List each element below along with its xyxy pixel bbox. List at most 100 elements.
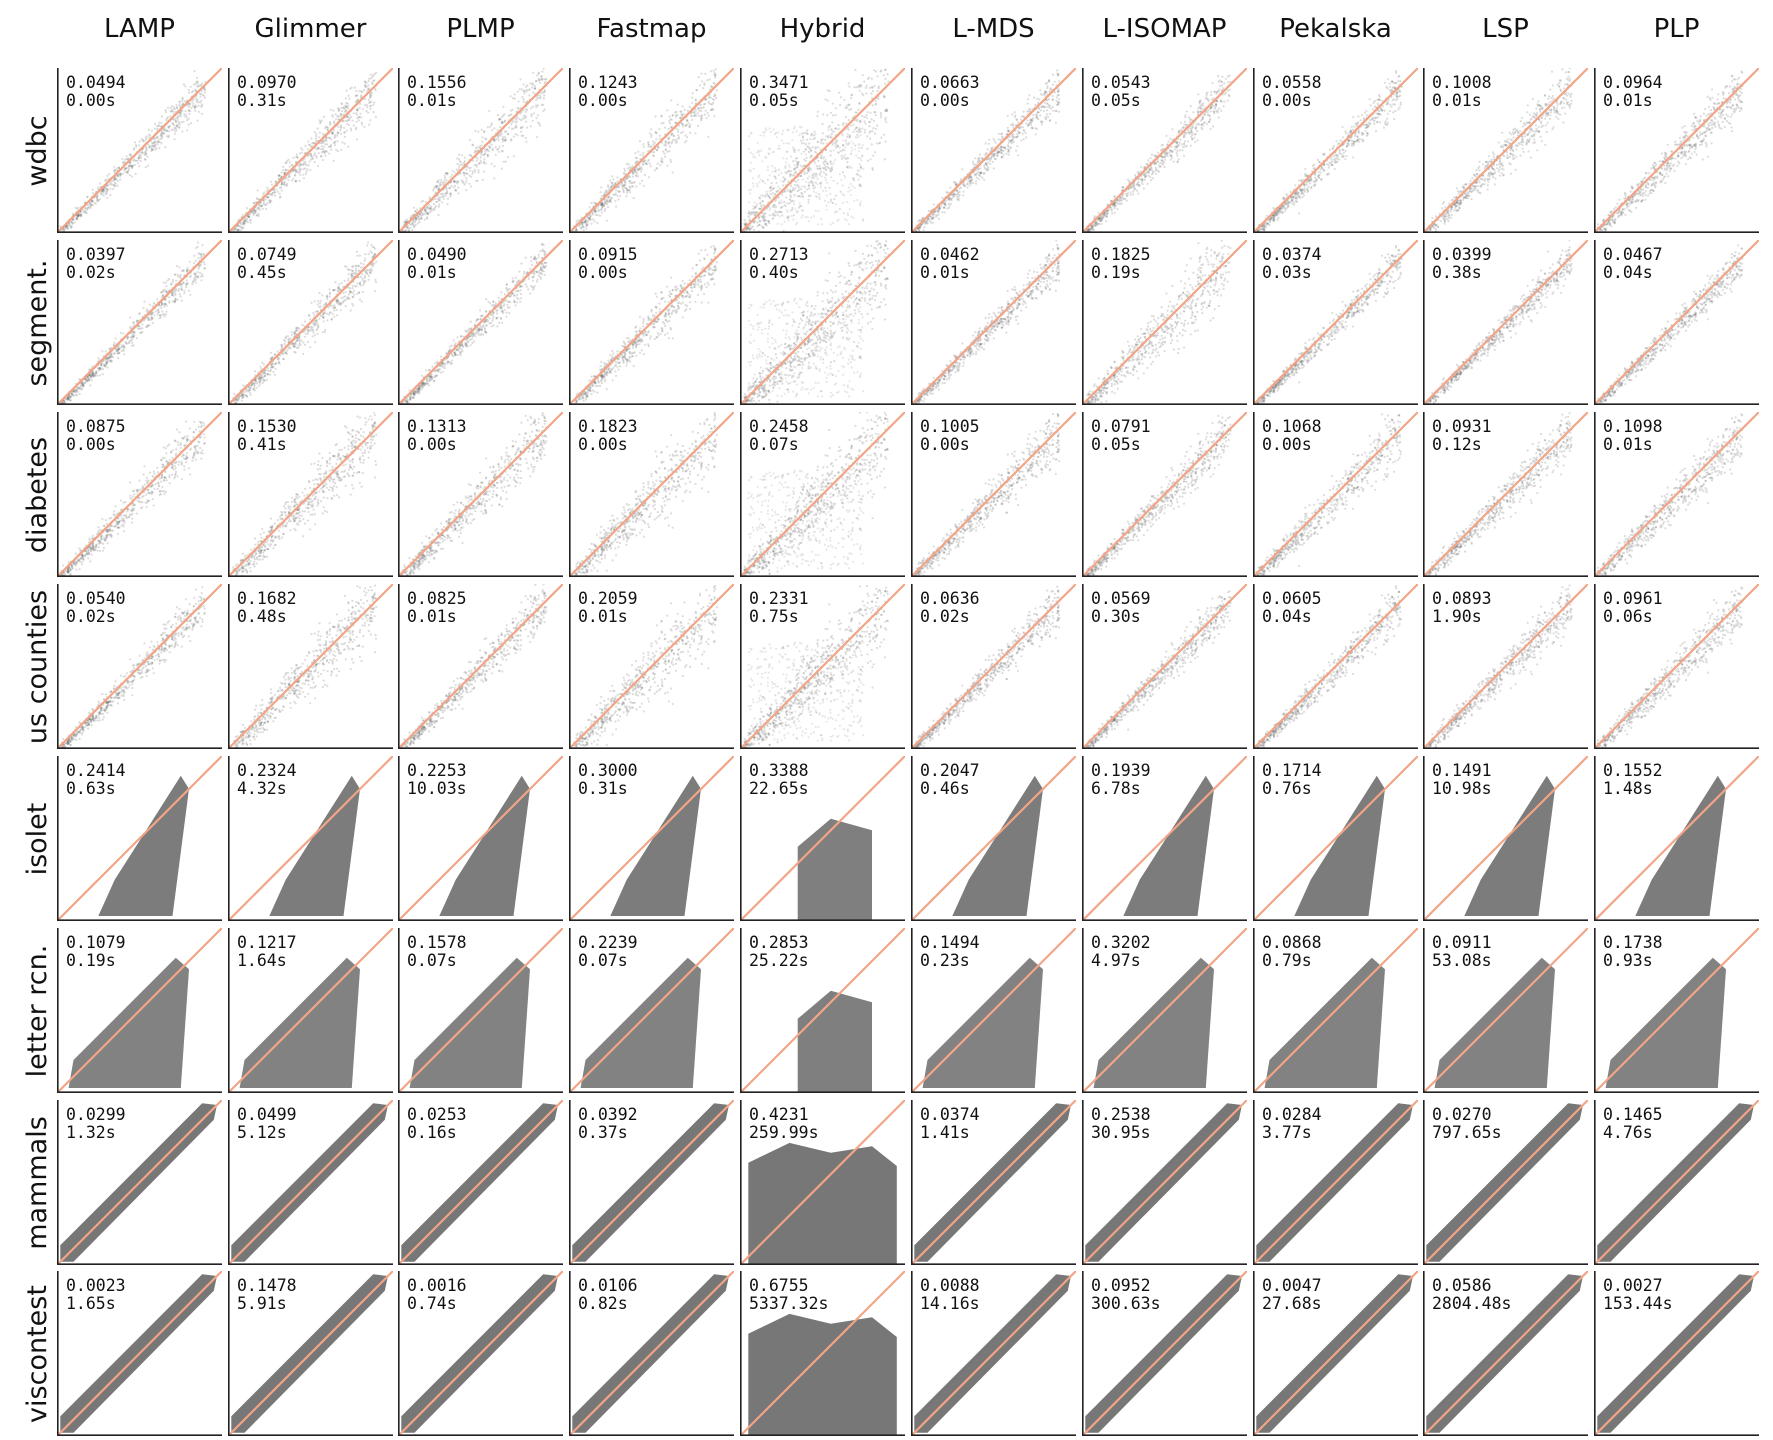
point xyxy=(702,87,705,90)
point xyxy=(480,144,483,147)
point xyxy=(670,132,674,136)
point xyxy=(271,194,274,197)
point xyxy=(785,208,788,211)
point xyxy=(1099,220,1102,223)
point xyxy=(607,195,610,199)
point xyxy=(1132,190,1135,193)
point xyxy=(468,139,472,142)
point xyxy=(1189,118,1192,121)
point xyxy=(849,193,852,196)
point xyxy=(1028,108,1032,112)
scatter-plot xyxy=(228,68,393,233)
point xyxy=(524,136,527,140)
point xyxy=(1015,136,1018,139)
point xyxy=(364,83,367,86)
point xyxy=(707,114,710,117)
point xyxy=(248,213,251,216)
point xyxy=(510,123,513,126)
point xyxy=(1157,151,1160,154)
point xyxy=(599,203,603,207)
point xyxy=(483,148,486,151)
point xyxy=(597,210,600,213)
point xyxy=(310,155,313,158)
point xyxy=(404,221,407,224)
point xyxy=(343,135,346,138)
point xyxy=(809,168,813,171)
point xyxy=(1184,140,1187,143)
point xyxy=(292,168,295,172)
point xyxy=(788,166,791,169)
point xyxy=(490,122,493,125)
point xyxy=(511,121,514,124)
point xyxy=(1118,199,1121,202)
point xyxy=(748,212,751,215)
point xyxy=(426,212,429,216)
point xyxy=(830,176,833,179)
point xyxy=(1207,98,1210,101)
point xyxy=(150,148,154,151)
point xyxy=(622,184,625,187)
point xyxy=(781,132,784,135)
point xyxy=(1004,147,1007,151)
point xyxy=(505,130,508,133)
point xyxy=(943,203,946,206)
point xyxy=(749,224,752,227)
point xyxy=(362,89,366,92)
point xyxy=(454,184,457,187)
point xyxy=(339,115,342,118)
point xyxy=(834,210,837,213)
point xyxy=(1087,228,1090,231)
point xyxy=(504,136,507,139)
point xyxy=(972,160,975,163)
point xyxy=(760,206,764,209)
point xyxy=(173,132,176,135)
point xyxy=(625,189,628,192)
point xyxy=(502,160,505,163)
point xyxy=(758,181,761,184)
point xyxy=(1172,160,1175,163)
point xyxy=(137,162,140,165)
point xyxy=(636,172,639,175)
point xyxy=(825,142,828,145)
point xyxy=(197,101,200,104)
point xyxy=(145,138,148,141)
point xyxy=(761,225,764,228)
point xyxy=(133,141,137,144)
point xyxy=(767,219,770,222)
point xyxy=(751,182,754,185)
point xyxy=(861,219,864,222)
point xyxy=(812,138,815,141)
point xyxy=(782,157,785,160)
point xyxy=(945,190,948,194)
point xyxy=(483,131,486,134)
point xyxy=(323,152,326,155)
point xyxy=(113,181,117,184)
point xyxy=(1046,109,1049,112)
point xyxy=(290,163,293,166)
point xyxy=(852,123,855,126)
point xyxy=(1015,149,1018,152)
point xyxy=(181,109,184,113)
point xyxy=(593,220,596,223)
point xyxy=(270,180,273,183)
point xyxy=(1031,127,1035,130)
point xyxy=(1213,107,1216,110)
point xyxy=(860,84,863,87)
point xyxy=(1047,78,1050,82)
point xyxy=(519,126,523,129)
point xyxy=(870,92,873,95)
point xyxy=(594,211,597,214)
point xyxy=(511,108,514,111)
point xyxy=(504,120,507,123)
point xyxy=(842,139,845,142)
point xyxy=(661,158,664,161)
point xyxy=(445,179,448,182)
point xyxy=(848,104,851,107)
point xyxy=(153,127,156,130)
point xyxy=(610,196,613,199)
point xyxy=(157,140,160,143)
point xyxy=(233,229,236,232)
point xyxy=(812,181,815,184)
point xyxy=(311,157,314,161)
point xyxy=(429,206,432,209)
